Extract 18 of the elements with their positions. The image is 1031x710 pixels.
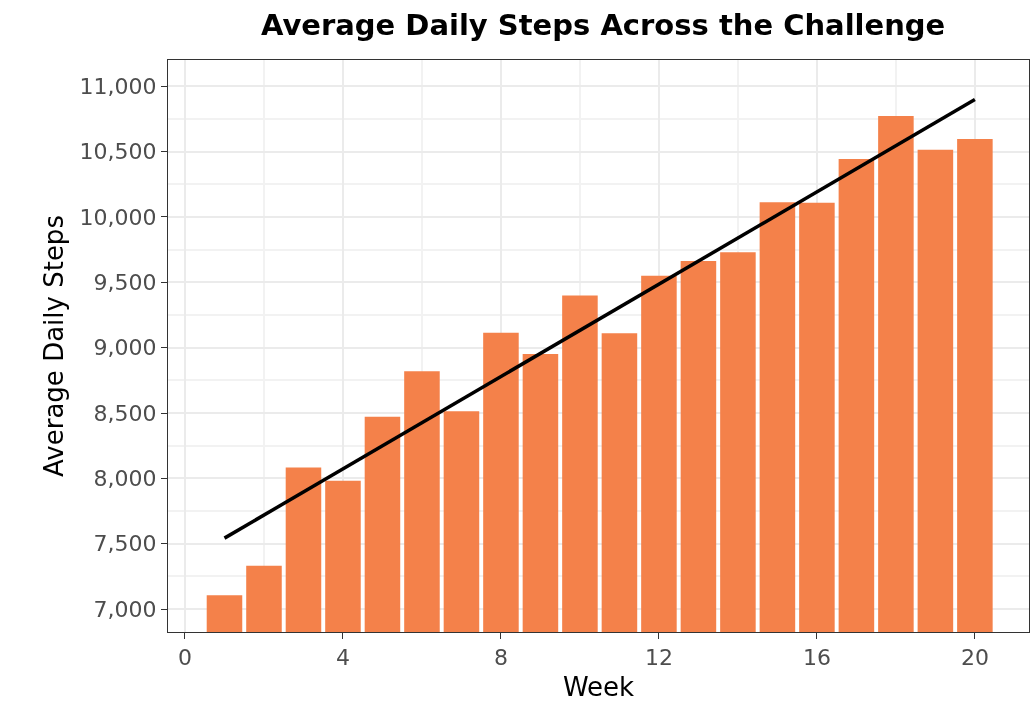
chart-title: Average Daily Steps Across the Challenge [260, 8, 946, 42]
y-tick-label: 10,000 [79, 204, 157, 230]
x-tick-label: 4 [335, 645, 350, 671]
x-tick-label: 12 [644, 645, 673, 671]
y-tick-label: 8,500 [93, 400, 157, 426]
x-tick-label: 8 [493, 645, 508, 671]
y-tick-label: 7,000 [93, 596, 157, 622]
y-tick-label: 11,000 [79, 73, 157, 99]
y-tick-label: 8,000 [93, 466, 157, 492]
x-axis-title: Week [562, 672, 635, 703]
x-tick-label: 0 [177, 645, 192, 671]
x-tick-label: 20 [960, 645, 989, 671]
y-tick-label: 9,000 [93, 335, 157, 361]
y-tick-label: 7,500 [93, 531, 157, 557]
x-tick-label: 16 [802, 645, 831, 671]
y-tick-label: 10,500 [79, 139, 157, 165]
y-tick-label: 9,500 [93, 269, 157, 295]
y-axis-title: Average Daily Steps [39, 215, 70, 477]
